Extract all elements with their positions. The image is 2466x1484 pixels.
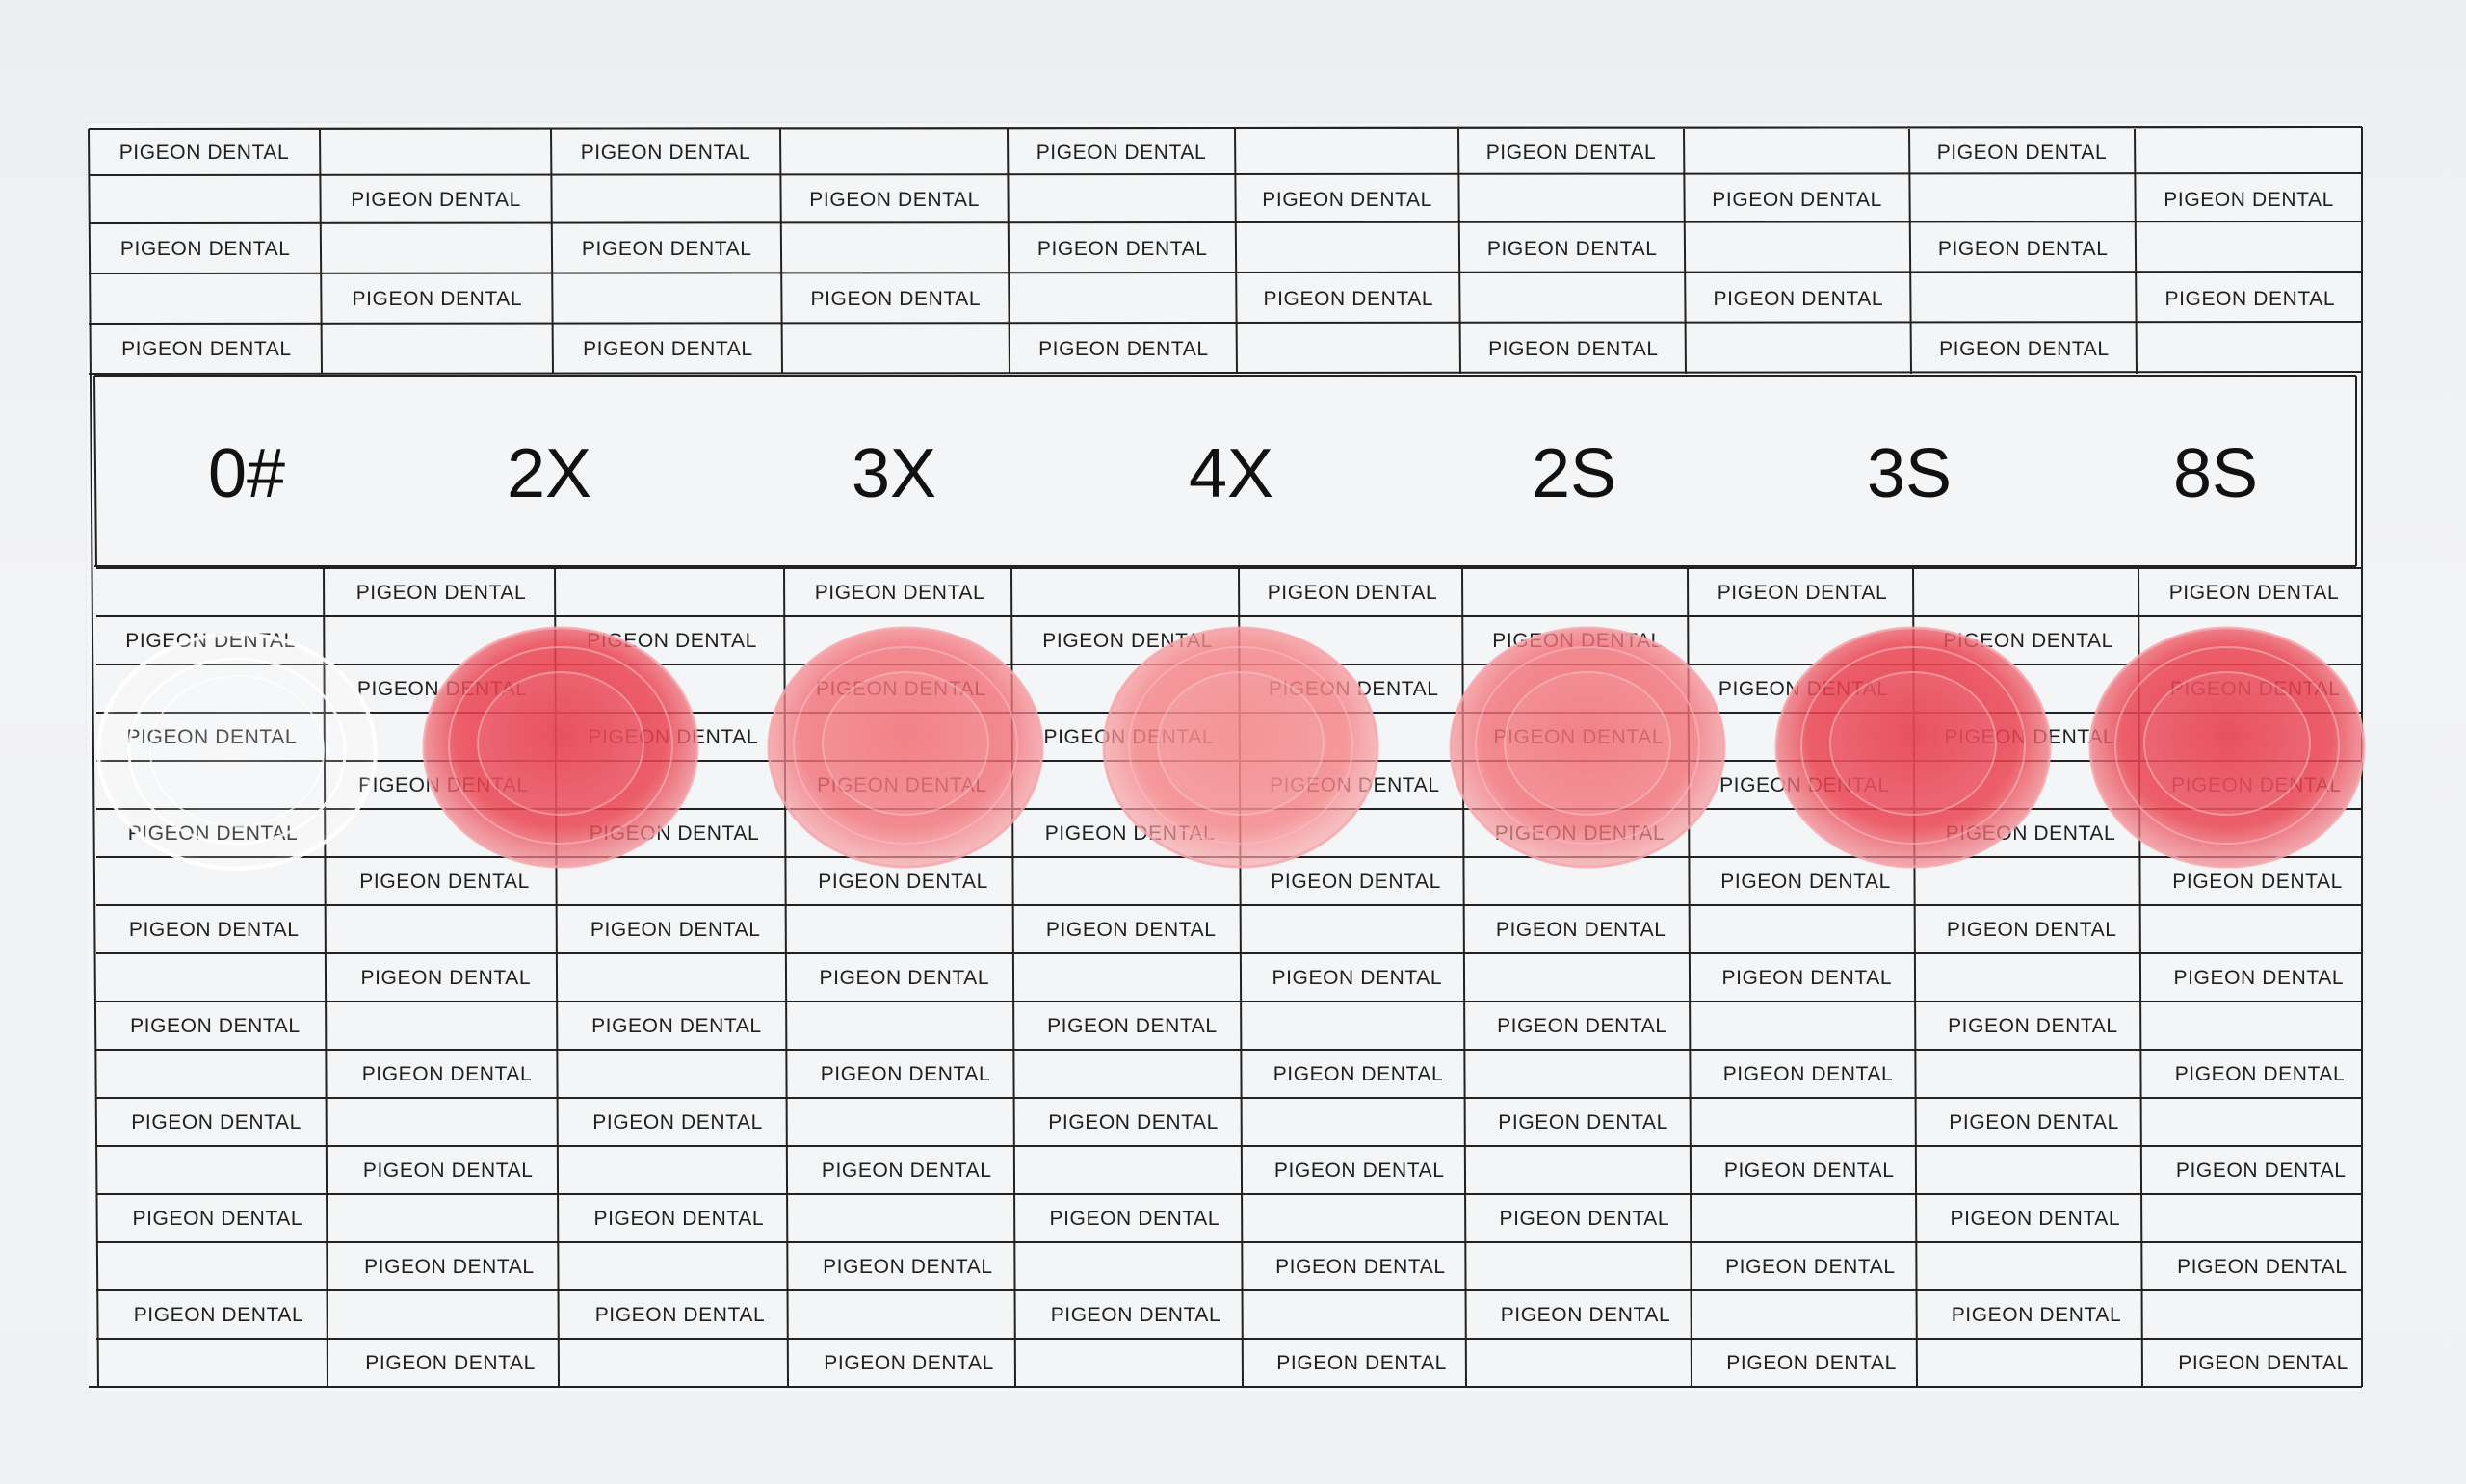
shade-guide-sheet [87,123,2364,1392]
